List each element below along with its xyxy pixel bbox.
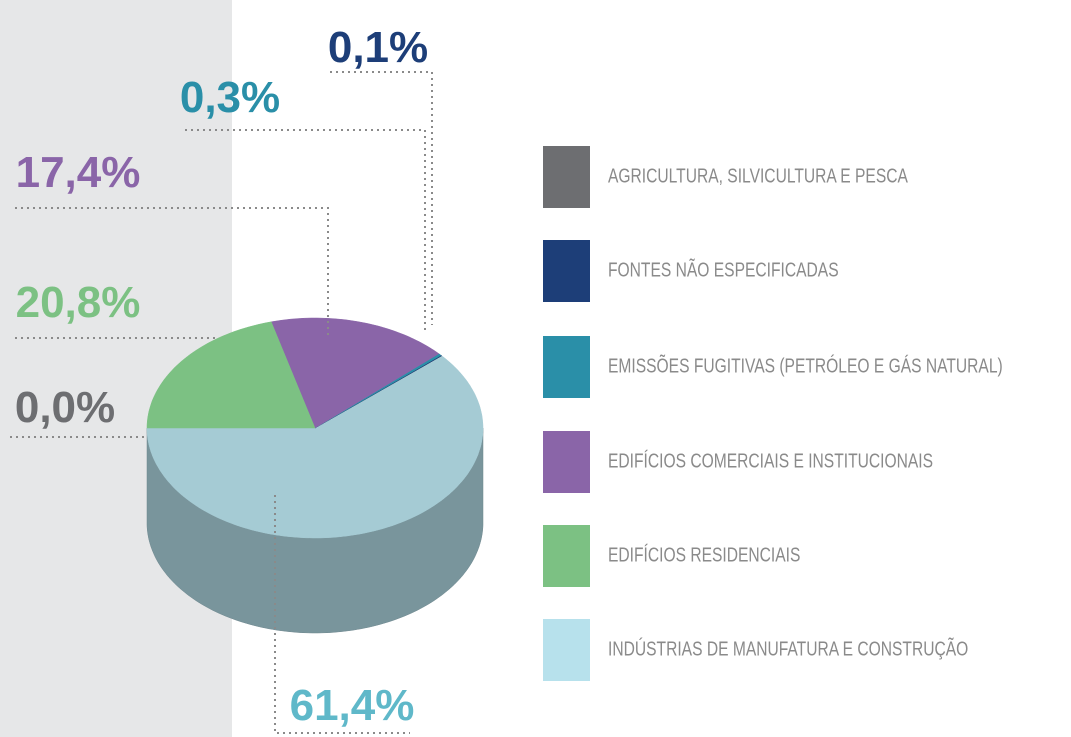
- legend-label: EMISSÕES FUGITIVAS (PETRÓLEO E GÁS NATUR…: [608, 353, 1003, 377]
- legend-label: FONTES NÃO ESPECIFICADAS: [608, 257, 839, 281]
- value-label: 0,1%: [328, 23, 428, 72]
- pie-slice: [146, 355, 484, 539]
- legend-swatch: [543, 431, 590, 493]
- legend-label: EDIFÍCIOS COMERCIAIS E INSTITUCIONAIS: [608, 449, 933, 472]
- leader-line: [330, 71, 433, 325]
- legend-swatch: [543, 146, 590, 208]
- pie: [146, 317, 484, 634]
- leader-line: [274, 495, 410, 734]
- legend: AGRICULTURA, SILVICULTURA E PESCA FONTES …: [543, 146, 1003, 681]
- value-label: 0,0%: [15, 383, 115, 432]
- legend-label: EDIFÍCIOS RESIDENCIAIS: [608, 543, 800, 566]
- value-label: 20,8%: [16, 278, 141, 327]
- pie-slice: [146, 321, 316, 429]
- value-labels: 0,0% 0,1% 0,3% 17,4% 20,8% 61,4%: [15, 23, 428, 730]
- leader-line: [185, 129, 426, 330]
- legend-swatch: [543, 336, 590, 398]
- leader-lines: [10, 71, 433, 734]
- leader-line: [15, 207, 329, 335]
- legend-swatch: [543, 525, 590, 587]
- legend-swatch: [543, 240, 590, 302]
- legend-label: INDÚSTRIAS DE MANUFATURA E CONSTRUÇÃO: [608, 636, 968, 660]
- value-label: 0,3%: [180, 73, 280, 122]
- value-label: 61,4%: [290, 681, 415, 730]
- legend-swatch: [543, 619, 590, 681]
- pie-slice: [270, 317, 440, 429]
- value-label: 17,4%: [16, 148, 141, 197]
- legend-label: AGRICULTURA, SILVICULTURA E PESCA: [608, 165, 908, 187]
